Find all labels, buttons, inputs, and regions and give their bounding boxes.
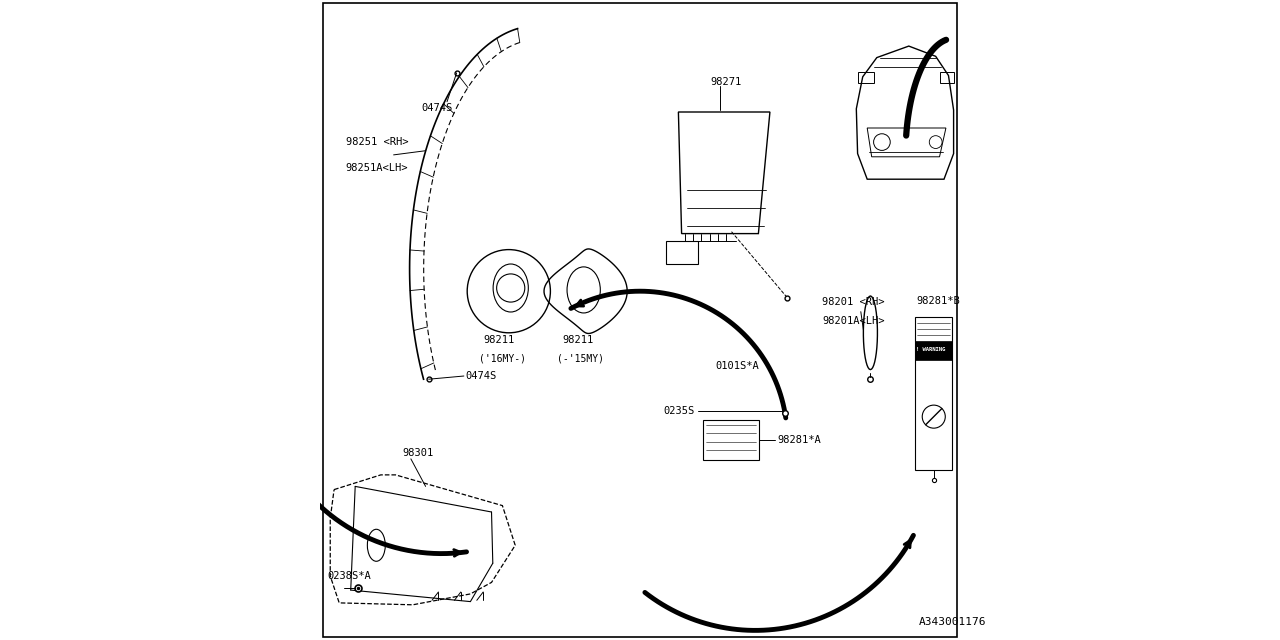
- Text: ! WARNING: ! WARNING: [916, 348, 946, 353]
- Bar: [915, 317, 952, 470]
- Text: 0474S: 0474S: [466, 371, 497, 381]
- Text: 0235S: 0235S: [664, 406, 695, 416]
- Text: 98251A<LH>: 98251A<LH>: [346, 163, 408, 173]
- Text: 98281*A: 98281*A: [777, 435, 820, 445]
- Bar: [703, 420, 759, 460]
- Text: 98211: 98211: [484, 335, 515, 346]
- Text: 98211: 98211: [562, 335, 593, 346]
- Text: 98251 <RH>: 98251 <RH>: [346, 137, 408, 147]
- Bar: [915, 341, 952, 360]
- Text: 98201A<LH>: 98201A<LH>: [823, 316, 884, 326]
- Text: ('16MY-): ('16MY-): [479, 353, 526, 364]
- Text: (-'15MY): (-'15MY): [557, 353, 604, 364]
- Polygon shape: [330, 475, 516, 605]
- Text: 98201 <RH>: 98201 <RH>: [823, 297, 884, 307]
- Text: 0238S*A: 0238S*A: [328, 571, 371, 581]
- Text: 0101S*A: 0101S*A: [716, 361, 759, 371]
- Text: 98281*B: 98281*B: [916, 296, 960, 306]
- Bar: [940, 72, 954, 83]
- Text: 98301: 98301: [402, 448, 433, 458]
- Text: 0474S: 0474S: [421, 103, 453, 113]
- Text: 98271: 98271: [710, 77, 741, 87]
- Text: A343001176: A343001176: [919, 617, 986, 627]
- Bar: [858, 72, 874, 83]
